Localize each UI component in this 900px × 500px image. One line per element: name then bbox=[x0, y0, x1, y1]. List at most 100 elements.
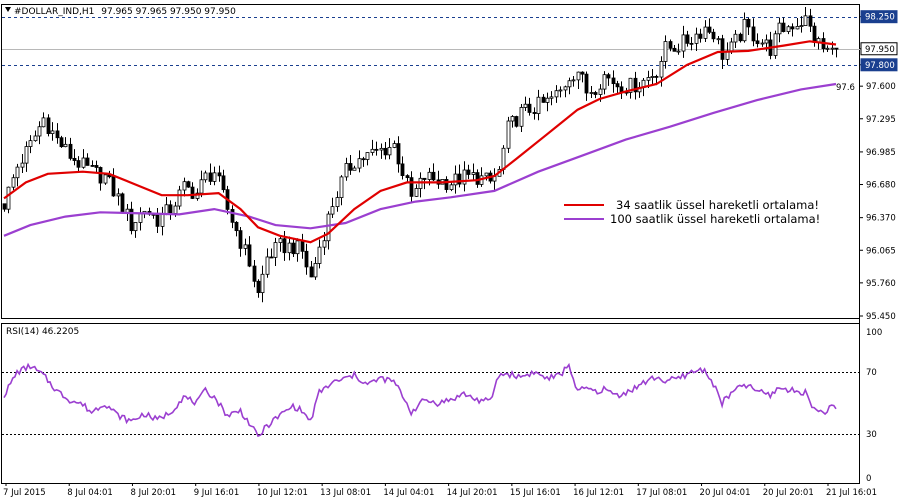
candle bbox=[457, 164, 462, 188]
rsi-tick-label: 70 bbox=[866, 368, 877, 378]
candle bbox=[2, 203, 7, 212]
level-tag-0: 98.250 bbox=[860, 10, 898, 24]
collapse-triangle-icon[interactable] bbox=[5, 7, 11, 12]
candle bbox=[663, 35, 668, 69]
candle bbox=[733, 29, 738, 49]
candle bbox=[773, 30, 778, 59]
candle bbox=[685, 30, 690, 47]
candle bbox=[256, 279, 261, 298]
candle bbox=[379, 143, 384, 159]
candle bbox=[825, 45, 830, 53]
legend-label-ema34: 34 saatlik üssel hareketli ortalama! bbox=[616, 198, 819, 212]
price-tick-label: 97.295 bbox=[866, 115, 896, 125]
candle bbox=[462, 161, 467, 192]
candle bbox=[11, 174, 16, 191]
candle bbox=[422, 177, 427, 190]
candle bbox=[519, 103, 524, 133]
candle bbox=[436, 170, 441, 189]
price-axis-ticks: 97.600 97.295 96.985 96.680 96.370 96.065 95.7… bbox=[860, 16, 896, 322]
candle bbox=[834, 47, 839, 58]
candle bbox=[777, 17, 782, 43]
candle bbox=[409, 171, 414, 204]
candle bbox=[637, 82, 642, 98]
rsi-title: RSI(14) 46.2205 bbox=[6, 327, 79, 337]
candle bbox=[746, 17, 751, 35]
candle bbox=[116, 188, 121, 206]
candle bbox=[273, 237, 278, 266]
candle bbox=[681, 25, 686, 58]
time-tick-label: 17 Jul 08:01 bbox=[636, 488, 687, 498]
candle bbox=[361, 156, 366, 167]
candle bbox=[536, 89, 541, 121]
candle bbox=[628, 77, 633, 99]
candle bbox=[28, 135, 33, 154]
rsi-series-line bbox=[3, 362, 837, 438]
candle bbox=[755, 33, 760, 48]
candle bbox=[6, 186, 11, 214]
candle bbox=[523, 96, 528, 111]
candle bbox=[182, 177, 187, 197]
time-axis-ticks: 7 Jul 2015 8 Jul 04:01 8 Jul 20:01 9 Jul 16… bbox=[3, 483, 877, 498]
candle bbox=[584, 71, 589, 101]
candle bbox=[330, 197, 335, 218]
time-tick-label: 7 Jul 2015 bbox=[3, 488, 46, 498]
time-tick-label: 15 Jul 16:01 bbox=[510, 488, 561, 498]
candle bbox=[808, 8, 813, 33]
candle bbox=[317, 239, 322, 269]
svg-text:97.950: 97.950 bbox=[865, 45, 895, 55]
candle bbox=[309, 261, 314, 278]
candle bbox=[94, 160, 99, 174]
level-tag-1: 97.800 bbox=[860, 58, 898, 72]
price-tick-label: 96.065 bbox=[866, 246, 896, 256]
candle bbox=[55, 123, 60, 144]
rsi-tick-label: 100 bbox=[866, 328, 882, 338]
candle bbox=[567, 77, 572, 95]
candle bbox=[138, 207, 143, 231]
candle bbox=[287, 236, 292, 261]
candle bbox=[142, 210, 147, 219]
price-tick-label: 95.760 bbox=[866, 279, 896, 289]
time-tick-label: 10 Jul 12:01 bbox=[257, 488, 308, 498]
candle bbox=[260, 265, 265, 303]
candle bbox=[247, 236, 252, 268]
candle bbox=[269, 248, 274, 259]
candle bbox=[444, 176, 449, 193]
candle bbox=[72, 149, 77, 166]
candle bbox=[46, 114, 51, 137]
candle bbox=[716, 35, 721, 45]
level-tag-2: 97.950 bbox=[860, 42, 898, 56]
candle bbox=[313, 257, 318, 280]
candle bbox=[278, 236, 283, 252]
rsi-line bbox=[3, 362, 837, 438]
legend-label-ema100: 100 saatlik üssel hareketli ortalama! bbox=[610, 212, 820, 226]
time-tick-label: 13 Jul 08:01 bbox=[320, 488, 371, 498]
candle bbox=[431, 163, 436, 182]
candle bbox=[168, 200, 173, 220]
candle bbox=[111, 168, 116, 197]
candle bbox=[611, 70, 616, 93]
level-tags: 98.250 97.800 97.950 bbox=[860, 10, 898, 72]
candle bbox=[15, 163, 20, 187]
candle bbox=[571, 76, 576, 87]
candle bbox=[344, 157, 349, 181]
candle bbox=[103, 174, 108, 185]
candle bbox=[352, 165, 357, 171]
candle bbox=[703, 20, 708, 43]
candle bbox=[291, 238, 296, 257]
candle bbox=[203, 170, 208, 183]
candle bbox=[164, 196, 169, 216]
candle bbox=[580, 71, 585, 83]
time-tick-label: 14 Jul 20:01 bbox=[447, 488, 498, 498]
rsi-tick-label: 0 bbox=[866, 474, 871, 484]
candle bbox=[606, 72, 611, 86]
price-tick-label: 97.600 bbox=[866, 82, 896, 92]
time-tick-label: 20 Jul 04:01 bbox=[700, 488, 751, 498]
price-tick-label: 96.680 bbox=[866, 181, 896, 191]
candle bbox=[484, 172, 489, 181]
candle bbox=[492, 168, 497, 190]
time-tick-label: 21 Jul 16:01 bbox=[826, 488, 877, 498]
candle bbox=[558, 86, 563, 98]
candle bbox=[689, 36, 694, 51]
time-tick-label: 20 Jul 20:01 bbox=[763, 488, 814, 498]
candle bbox=[265, 248, 270, 278]
